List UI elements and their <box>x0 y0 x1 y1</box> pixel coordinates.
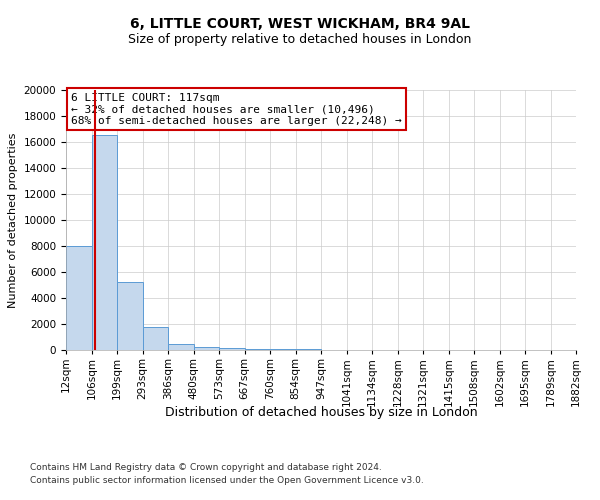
Bar <box>117 282 143 350</box>
Bar <box>194 347 219 350</box>
Text: Contains public sector information licensed under the Open Government Licence v3: Contains public sector information licen… <box>30 476 424 485</box>
Text: Distribution of detached houses by size in London: Distribution of detached houses by size … <box>164 406 478 419</box>
Text: Size of property relative to detached houses in London: Size of property relative to detached ho… <box>128 32 472 46</box>
Y-axis label: Number of detached properties: Number of detached properties <box>8 132 18 308</box>
Bar <box>270 349 296 350</box>
Bar <box>245 349 270 350</box>
Text: 6 LITTLE COURT: 117sqm
← 32% of detached houses are smaller (10,496)
68% of semi: 6 LITTLE COURT: 117sqm ← 32% of detached… <box>71 92 402 126</box>
Bar <box>66 246 92 350</box>
Bar <box>219 348 245 350</box>
Text: Contains HM Land Registry data © Crown copyright and database right 2024.: Contains HM Land Registry data © Crown c… <box>30 462 382 471</box>
Bar <box>168 344 194 350</box>
Bar <box>143 326 168 350</box>
Text: 6, LITTLE COURT, WEST WICKHAM, BR4 9AL: 6, LITTLE COURT, WEST WICKHAM, BR4 9AL <box>130 18 470 32</box>
Bar <box>92 136 117 350</box>
